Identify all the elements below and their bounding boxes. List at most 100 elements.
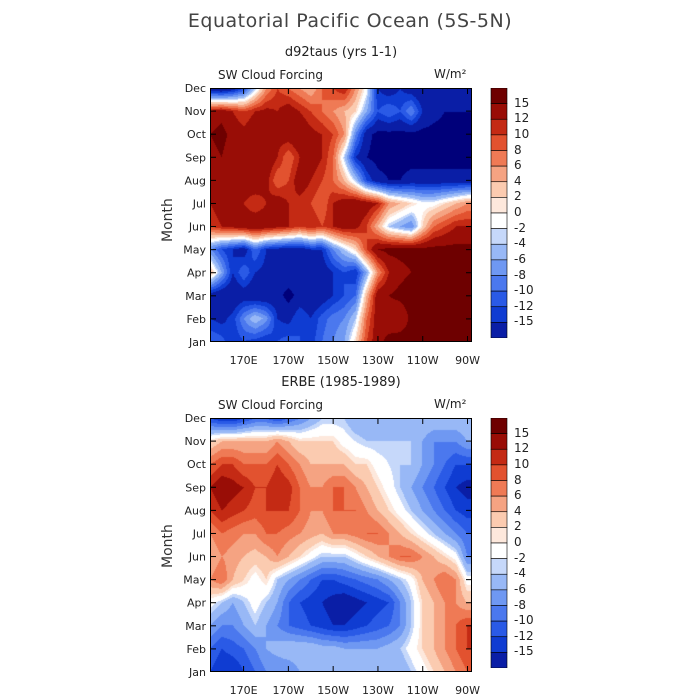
x-tick-label: 170W [272,354,304,367]
colorbar-label: 12 [514,111,530,126]
panel-1-colorbar [490,88,508,338]
colorbar-label: -8 [514,597,526,612]
colorbar-swatch [490,495,508,513]
y-tick-label: Jun [188,221,206,234]
panel-1-heatmap-canvas [211,89,471,341]
colorbar-label: -12 [514,298,534,313]
y-tick-label: Apr [187,597,207,610]
y-tick-label: Dec [185,412,206,425]
colorbar-swatch [490,480,508,497]
y-tick-label: Sep [185,481,206,494]
y-tick-label: Mar [185,620,206,633]
y-tick-label: Feb [187,643,206,656]
colorbar-label: -4 [514,566,526,581]
colorbar-swatch [490,433,508,450]
colorbar-swatch [490,558,508,575]
colorbar-label: -6 [514,251,526,266]
panel-2-colorbar [490,418,508,668]
colorbar-swatch [490,134,508,151]
colorbar-swatch [490,605,508,622]
colorbar-swatch [490,511,508,528]
x-tick-label: 90W [455,354,480,367]
colorbar-swatch [490,464,508,481]
x-tick-label: 170E [230,684,258,697]
x-tick-label: 170W [272,684,304,697]
colorbar-swatch [490,636,508,653]
colorbar-label: -6 [514,581,526,596]
x-tick-label: 150W [317,684,349,697]
colorbar-label: 0 [514,535,522,549]
colorbar-label: -2 [514,220,526,235]
colorbar-swatch [490,589,508,606]
x-tick-label: 130W [362,684,394,697]
colorbar-swatch [490,290,508,308]
colorbar-label: 10 [514,126,530,141]
colorbar-swatch [490,542,508,559]
y-tick-label: Mar [185,290,206,303]
panel-2-units-label: W/m² [434,397,467,411]
colorbar-swatch [490,88,508,104]
colorbar-swatch [490,620,508,638]
main-title: Equatorial Pacific Ocean (5S-5N) [187,10,513,32]
panel-2-axes-ticks: Jan Feb Mar Apr May Jun Jul Aug Sep Oct Nov Dec 170E… [183,412,480,697]
colorbar-label: 8 [514,472,522,487]
colorbar-swatch [490,197,508,214]
colorbar-swatch [490,306,508,323]
panel-2-variable-label: SW Cloud Forcing [218,398,324,412]
panel-2-colorbar-labels: 15 12 10 8 6 4 2 0 -2 -4 -6 -8 -10 -12 -15 [514,418,554,668]
y-tick-label: Jul [192,197,206,210]
colorbar-label: 10 [514,456,530,471]
y-tick-label: Feb [187,313,206,326]
colorbar-swatch [490,165,508,183]
colorbar-label: 2 [514,519,522,534]
colorbar-swatch [490,527,508,544]
colorbar-swatch [490,228,508,245]
colorbar-swatch [490,181,508,198]
panel-1-plot-area [210,88,472,342]
panel-1-axes-ticks: Jan Feb Mar Apr May Jun Jul Aug Sep Oct Nov Dec 170E… [183,82,480,367]
colorbar-label: -10 [514,613,534,628]
colorbar-label: -4 [514,236,526,251]
panel-1-title: d92taus (yrs 1-1) [284,45,398,60]
y-tick-label: Aug [185,174,206,187]
colorbar-swatch [490,150,508,167]
y-tick-label: May [183,244,206,257]
colorbar-label: 8 [514,142,522,157]
colorbar-swatch [490,118,508,136]
colorbar-swatch [490,448,508,466]
colorbar-label: 15 [514,95,530,110]
x-tick-label: 150W [317,354,349,367]
colorbar-label: -2 [514,550,526,565]
colorbar-swatch [490,418,508,434]
colorbar-label: 6 [514,488,522,503]
panel-1-colorbar-labels: 15 12 10 8 6 4 2 0 -2 -4 -6 -8 -10 -12 -15 [514,88,554,338]
colorbar-label: -10 [514,283,534,298]
y-tick-label: Oct [187,458,207,471]
colorbar-label: -8 [514,267,526,282]
y-tick-label: Oct [187,128,207,141]
panel-1-units-label: W/m² [434,67,467,81]
colorbar-swatch [490,322,508,338]
y-tick-label: Dec [185,82,206,95]
colorbar-label: 0 [514,205,522,219]
colorbar-swatch [490,243,508,261]
y-tick-label: Jan [188,336,206,349]
y-tick-label: Aug [185,504,206,517]
y-tick-label: Jan [188,666,206,679]
colorbar-label: 4 [514,173,522,188]
y-tick-label: Jun [188,551,206,564]
y-tick-label: May [183,574,206,587]
colorbar-label: -12 [514,628,534,643]
panel-2-title: ERBE (1985-1989) [281,375,401,390]
x-tick-label: 90W [455,684,480,697]
colorbar-label: -15 [514,314,534,329]
y-tick-label: Nov [185,105,207,118]
colorbar-label: 12 [514,441,530,456]
colorbar-label: 6 [514,158,522,173]
x-tick-label: 110W [407,684,439,697]
colorbar-swatch [490,259,508,276]
colorbar-label: 2 [514,189,522,204]
x-tick-label: 130W [362,354,394,367]
panel-2-heatmap-canvas [211,419,471,671]
x-tick-label: 170E [230,354,258,367]
